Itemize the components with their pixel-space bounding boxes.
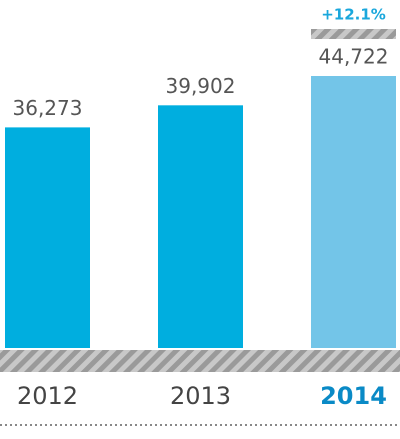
value-label: 36,273 xyxy=(13,96,83,120)
base-band xyxy=(0,350,400,372)
annotation-band xyxy=(311,29,396,39)
bar xyxy=(5,127,90,349)
x-tick-label: 2012 xyxy=(17,382,78,410)
x-tick-label: 2013 xyxy=(170,382,231,410)
bar xyxy=(311,76,396,348)
value-label: 44,722 xyxy=(319,45,389,69)
value-label: 39,902 xyxy=(166,74,236,98)
bar xyxy=(158,105,243,348)
growth-annotation: +12.1% xyxy=(321,6,386,24)
x-tick-label: 2014 xyxy=(320,382,387,410)
